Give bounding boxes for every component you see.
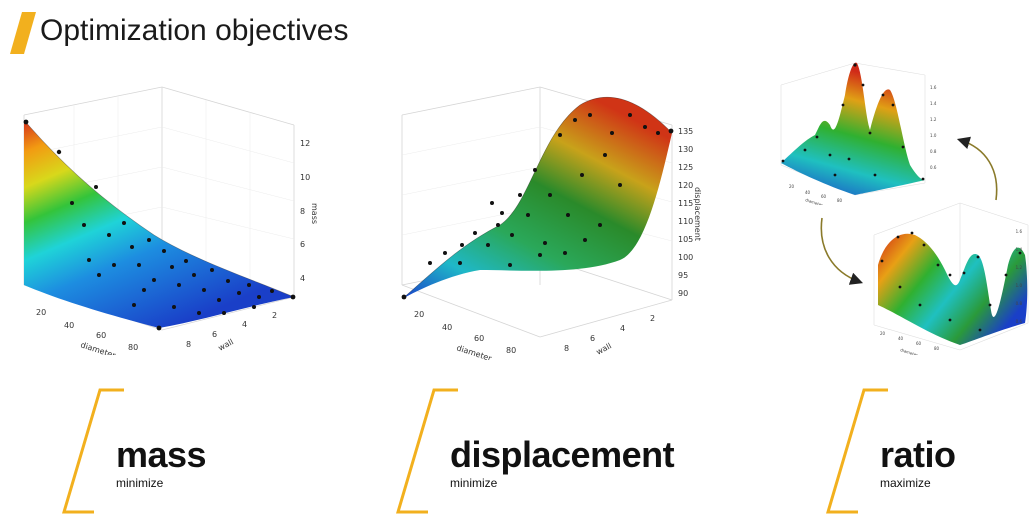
title-accent-icon <box>10 12 36 54</box>
displacement-x-tick: 40 <box>442 323 452 332</box>
displacement-bracket-icon <box>396 388 458 514</box>
mass-x-tick: 20 <box>36 308 46 317</box>
ratio-objective-goal: maximize <box>880 476 931 490</box>
mass-x-tick: 60 <box>96 331 106 340</box>
mass-y-tick: 2 <box>272 311 277 320</box>
displacement-y-tick: 8 <box>564 344 569 353</box>
displacement-z-tick: 115 <box>678 199 693 208</box>
ratio-top-z-tick: 1.4 <box>930 101 937 106</box>
ratio-surface-plot-bottom: 1.6 1.4 1.2 1.0 0.8 0.6 20 40 60 80 diam… <box>860 195 1034 355</box>
displacement-z-tick: 95 <box>678 271 688 280</box>
ratio-bottom-x-tick: 40 <box>898 336 904 341</box>
displacement-surface-plot: 135 130 125 120 115 110 105 100 95 90 di… <box>390 75 720 360</box>
displacement-y-axis-label: wall <box>595 341 613 356</box>
mass-y-tick: 8 <box>186 340 191 349</box>
page-title: Optimization objectives <box>40 14 349 47</box>
ratio-top-x-tick: 40 <box>805 190 811 195</box>
displacement-z-tick: 125 <box>678 163 693 172</box>
mass-y-tick: 6 <box>212 330 217 339</box>
mass-objective-goal: minimize <box>116 476 164 490</box>
mass-z-tick: 4 <box>300 274 305 283</box>
ratio-bottom-z-tick: 1.2 <box>1016 265 1023 270</box>
ratio-bottom-x-tick: 80 <box>934 346 940 351</box>
mass-z-tick: 10 <box>300 173 310 182</box>
ratio-top-z-tick: 0.6 <box>930 165 937 170</box>
displacement-z-tick: 130 <box>678 145 693 154</box>
displacement-x-axis-label: diameter <box>455 343 493 360</box>
displacement-z-tick: 110 <box>678 217 693 226</box>
displacement-objective-label: displacement <box>450 434 675 475</box>
mass-y-axis-label: wall <box>217 337 235 352</box>
ratio-bottom-z-tick: 0.6 <box>1016 319 1023 324</box>
mass-z-tick: 12 <box>300 139 310 148</box>
displacement-y-tick: 4 <box>620 324 625 333</box>
ratio-top-x-tick: 80 <box>837 198 843 203</box>
displacement-x-tick: 20 <box>414 310 424 319</box>
ratio-bottom-x-tick: 60 <box>916 341 922 346</box>
ratio-top-z-tick: 1.0 <box>930 133 937 138</box>
displacement-x-tick: 80 <box>506 346 516 355</box>
mass-x-tick: 80 <box>128 343 138 352</box>
mass-z-tick: 6 <box>300 240 305 249</box>
mass-objective-label: mass <box>116 434 207 475</box>
arrow-down-icon <box>820 217 864 285</box>
mass-x-tick: 40 <box>64 321 74 330</box>
ratio-bottom-z-tick: 1.4 <box>1016 247 1023 252</box>
ratio-bottom-x-tick: 20 <box>880 331 886 336</box>
ratio-bottom-x-axis-label: diameter <box>900 347 919 355</box>
displacement-z-tick: 135 <box>678 127 693 136</box>
ratio-objective-label: ratio <box>880 434 956 475</box>
displacement-z-tick: 100 <box>678 253 693 262</box>
displacement-y-tick: 6 <box>590 334 595 343</box>
ratio-bracket-icon <box>826 388 888 514</box>
ratio-top-x-tick: 60 <box>821 194 827 199</box>
mass-x-axis-label: diameter <box>79 340 117 355</box>
displacement-z-axis-label: displacement <box>693 187 702 241</box>
displacement-z-tick: 90 <box>678 289 688 298</box>
ratio-top-x-tick: 20 <box>789 184 795 189</box>
cycle-arrows <box>820 136 998 285</box>
ratio-bottom-z-tick: 1.0 <box>1016 283 1023 288</box>
displacement-x-tick: 60 <box>474 334 484 343</box>
ratio-top-z-tick: 1.2 <box>930 117 937 122</box>
ratio-bottom-z-tick: 0.8 <box>1016 301 1023 306</box>
displacement-z-tick: 120 <box>678 181 693 190</box>
ratio-top-z-tick: 0.8 <box>930 149 937 154</box>
ratio-top-z-tick: 1.6 <box>930 85 937 90</box>
ratio-top-x-axis-label: diameter <box>805 197 824 205</box>
displacement-objective-goal: minimize <box>450 476 498 490</box>
mass-bracket-icon <box>62 388 124 514</box>
displacement-z-tick: 105 <box>678 235 693 244</box>
mass-y-tick: 4 <box>242 320 247 329</box>
arrow-up-icon <box>956 136 998 201</box>
ratio-surface-plot-top: 1.6 1.4 1.2 1.0 0.8 0.6 20 40 60 80 diam… <box>775 55 955 205</box>
displacement-y-tick: 2 <box>650 314 655 323</box>
ratio-bottom-z-tick: 1.6 <box>1016 229 1023 234</box>
mass-z-axis-label: mass <box>310 203 319 224</box>
mass-surface-plot: 12 10 8 6 4 mass 20 40 60 80 diameter 8 … <box>14 75 334 355</box>
mass-z-tick: 8 <box>300 207 305 216</box>
